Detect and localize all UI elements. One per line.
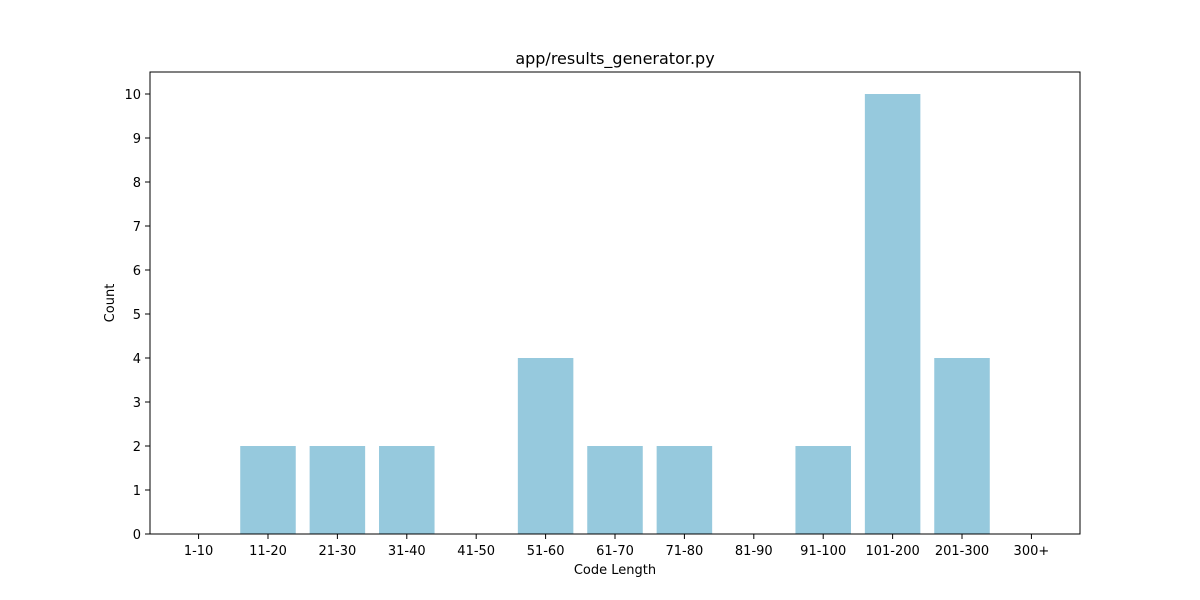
y-tick-label: 7 xyxy=(133,220,141,235)
y-tick-label: 9 xyxy=(133,132,141,147)
y-tick-label: 6 xyxy=(133,264,141,279)
x-tick-label: 41-50 xyxy=(457,544,495,559)
bar-201-300 xyxy=(934,358,990,534)
x-tick-label: 201-300 xyxy=(935,544,989,559)
bar-21-30 xyxy=(309,446,366,534)
bar-101-200 xyxy=(864,94,921,534)
y-tick-label: 8 xyxy=(133,176,141,191)
bars xyxy=(240,94,990,534)
x-tick-label: 1-10 xyxy=(184,544,214,559)
y-tick-label: 3 xyxy=(133,396,141,411)
x-tick-label: 61-70 xyxy=(596,544,634,559)
bar-61-70 xyxy=(587,446,643,534)
bar-11-20 xyxy=(240,446,296,534)
bar-91-100 xyxy=(795,446,851,534)
x-tick-label: 91-100 xyxy=(800,544,846,559)
chart-title: app/results_generator.py xyxy=(515,49,714,69)
x-axis-label: Code Length xyxy=(574,563,656,578)
bar-51-60 xyxy=(517,358,574,534)
bar-71-80 xyxy=(656,446,713,534)
y-tick-label: 1 xyxy=(133,484,141,499)
x-tick-label: 21-30 xyxy=(318,544,356,559)
y-tick-label: 2 xyxy=(133,440,141,455)
y-tick-label: 0 xyxy=(133,528,141,543)
x-tick-label: 81-90 xyxy=(735,544,773,559)
x-tick-label: 101-200 xyxy=(865,544,919,559)
y-tick-label: 10 xyxy=(124,88,141,103)
x-tick-label: 11-20 xyxy=(249,544,287,559)
x-axis-ticks: 1-10 11-20 21-30 31-40 41-50 51-60 61-70 71-80 8… xyxy=(184,534,1049,559)
x-tick-label: 51-60 xyxy=(527,544,565,559)
y-tick-label: 5 xyxy=(133,308,141,323)
x-tick-label: 300+ xyxy=(1014,544,1050,559)
x-tick-label: 71-80 xyxy=(666,544,704,559)
y-tick-label: 4 xyxy=(133,352,141,367)
y-axis-ticks: 0 1 2 3 4 5 6 7 8 9 10 xyxy=(124,88,150,543)
bar-31-40 xyxy=(379,446,435,534)
x-tick-label: 31-40 xyxy=(388,544,426,559)
y-axis-label: Count xyxy=(103,284,118,323)
